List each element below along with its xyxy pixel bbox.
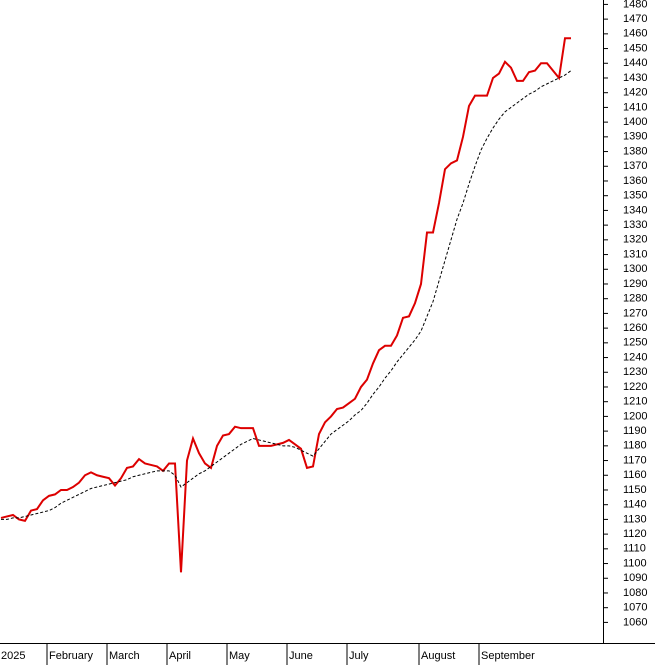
y-tick-label: 1090 <box>623 572 647 584</box>
x-tick-label: 2025 <box>1 650 25 662</box>
y-tick-label: 1400 <box>623 116 647 128</box>
y-tick-label: 1290 <box>623 278 647 290</box>
y-tick-label: 1410 <box>623 101 647 113</box>
y-tick-label: 1110 <box>623 543 646 555</box>
x-tick-label: June <box>289 650 313 662</box>
y-tick-label: 1480 <box>623 0 647 10</box>
y-tick-label: 1150 <box>623 484 647 496</box>
y-tick-label: 1190 <box>623 425 647 437</box>
y-tick-label: 1230 <box>623 366 647 378</box>
y-tick-label: 1170 <box>623 454 647 466</box>
y-tick-label: 1270 <box>623 307 647 319</box>
y-tick-label: 1100 <box>623 557 647 569</box>
x-tick-label: March <box>109 650 140 662</box>
y-tick-label: 1160 <box>623 469 647 481</box>
y-tick-label: 1430 <box>623 72 647 84</box>
y-tick-label: 1120 <box>623 528 647 540</box>
y-tick-label: 1380 <box>623 145 647 157</box>
x-tick-label: April <box>169 650 191 662</box>
y-tick-label: 1220 <box>623 381 647 393</box>
y-tick-label: 1250 <box>623 337 647 349</box>
y-tick-label: 1130 <box>623 513 647 525</box>
y-tick-label: 1340 <box>623 204 647 216</box>
y-tick-label: 1440 <box>623 57 647 69</box>
y-tick-label: 1240 <box>623 351 647 363</box>
y-tick-label: 1060 <box>623 616 647 628</box>
x-tick-label: May <box>229 650 250 662</box>
y-tick-label: 1210 <box>623 396 647 408</box>
y-tick-label: 1360 <box>623 175 647 187</box>
x-tick-label: September <box>481 650 535 662</box>
line-series <box>0 37 571 573</box>
y-tick-label: 1370 <box>623 160 647 172</box>
y-tick-label: 1320 <box>623 234 647 246</box>
x-tick-label: August <box>421 650 455 662</box>
y-tick-label: 1080 <box>623 587 647 599</box>
y-tick-label: 1140 <box>623 499 647 511</box>
y-tick-label: 1310 <box>623 248 647 260</box>
y-tick-label: 1350 <box>623 190 647 202</box>
y-tick-label: 1200 <box>623 410 647 422</box>
y-tick-label: 1330 <box>623 219 647 231</box>
y-tick-label: 1280 <box>623 293 647 305</box>
y-tick-label: 1260 <box>623 322 647 334</box>
y-tick-label: 1070 <box>623 602 647 614</box>
line-series <box>1 70 572 520</box>
y-tick-label: 1180 <box>623 440 647 452</box>
y-tick-label: 1390 <box>623 131 647 143</box>
y-tick-label: 1460 <box>623 28 647 40</box>
y-tick-label: 1450 <box>623 42 647 54</box>
x-tick-label: February <box>49 650 94 662</box>
y-tick-label: 1470 <box>623 13 647 25</box>
y-tick-label: 1300 <box>623 263 647 275</box>
y-tick-label: 1420 <box>623 87 647 99</box>
x-tick-label: July <box>349 650 369 662</box>
